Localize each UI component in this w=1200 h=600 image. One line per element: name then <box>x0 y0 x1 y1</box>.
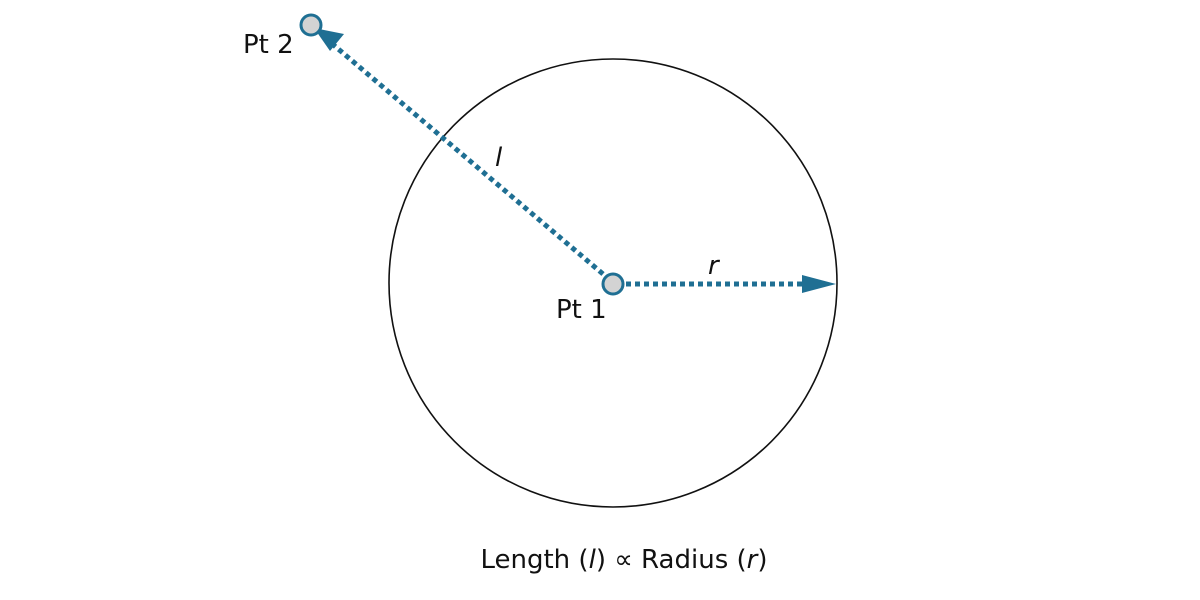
length-segment <box>328 40 605 276</box>
point-2-marker <box>299 13 323 37</box>
caption-length-word: Length ( <box>480 545 588 575</box>
radius-circle <box>388 58 838 508</box>
length-variable-label: l <box>495 143 503 173</box>
caption-length-var: l <box>589 545 597 575</box>
point-2-label: Pt 2 <box>243 30 294 60</box>
caption-close: ) <box>757 545 767 575</box>
caption-radius-var: r <box>747 545 760 575</box>
point-1-marker <box>601 272 625 296</box>
proportionality-caption: Length (l) ∝ Radius (r) <box>480 545 767 575</box>
radius-arrowhead <box>802 275 836 293</box>
length-arrowhead <box>314 28 344 51</box>
point-1-label: Pt 1 <box>556 295 607 325</box>
radius-variable-label: r <box>708 251 721 281</box>
caption-proportional: ) ∝ Radius ( <box>596 545 747 575</box>
